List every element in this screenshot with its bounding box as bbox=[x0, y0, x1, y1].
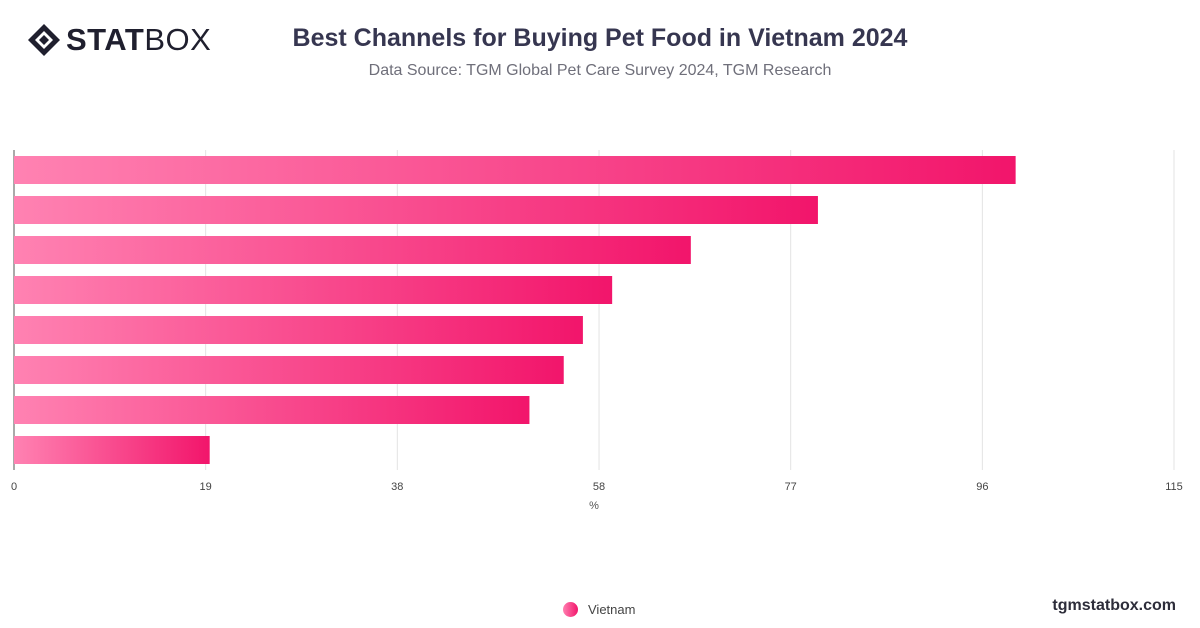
x-tick-label: 77 bbox=[785, 481, 797, 493]
bars bbox=[14, 156, 1016, 464]
bar[interactable] bbox=[14, 316, 583, 344]
legend-swatch-icon bbox=[563, 602, 578, 617]
bar[interactable] bbox=[14, 196, 818, 224]
x-tick-label: 58 bbox=[593, 481, 605, 493]
site-url[interactable]: tgmstatbox.com bbox=[1052, 597, 1176, 614]
bar[interactable] bbox=[14, 276, 613, 304]
x-axis-ticks: 0 19 38 58 77 96 115 bbox=[11, 481, 1183, 493]
logo-text-bold: STAT bbox=[66, 22, 145, 57]
x-tick-label: 19 bbox=[200, 481, 212, 493]
legend-label: Vietnam bbox=[588, 602, 636, 617]
logo-text-thin: BOX bbox=[144, 22, 212, 57]
chart-subtitle: Data Source: TGM Global Pet Care Survey … bbox=[368, 62, 832, 79]
bar[interactable] bbox=[14, 396, 530, 424]
x-tick-label: 0 bbox=[11, 481, 17, 493]
chart-title: Best Channels for Buying Pet Food in Vie… bbox=[292, 24, 908, 52]
bar[interactable] bbox=[14, 156, 1016, 184]
bar[interactable] bbox=[14, 356, 564, 384]
statbox-logo: STATBOX bbox=[26, 22, 211, 58]
x-tick-label: 38 bbox=[391, 481, 403, 493]
x-axis-label: % bbox=[589, 500, 599, 512]
x-tick-label: 96 bbox=[976, 481, 988, 493]
logo-wordmark: STATBOX bbox=[66, 22, 211, 58]
bar[interactable] bbox=[14, 436, 210, 464]
x-tick-label: 115 bbox=[1165, 481, 1183, 493]
legend[interactable]: Vietnam bbox=[563, 602, 635, 617]
bar[interactable] bbox=[14, 236, 691, 264]
diamond-logo-icon bbox=[28, 24, 60, 56]
